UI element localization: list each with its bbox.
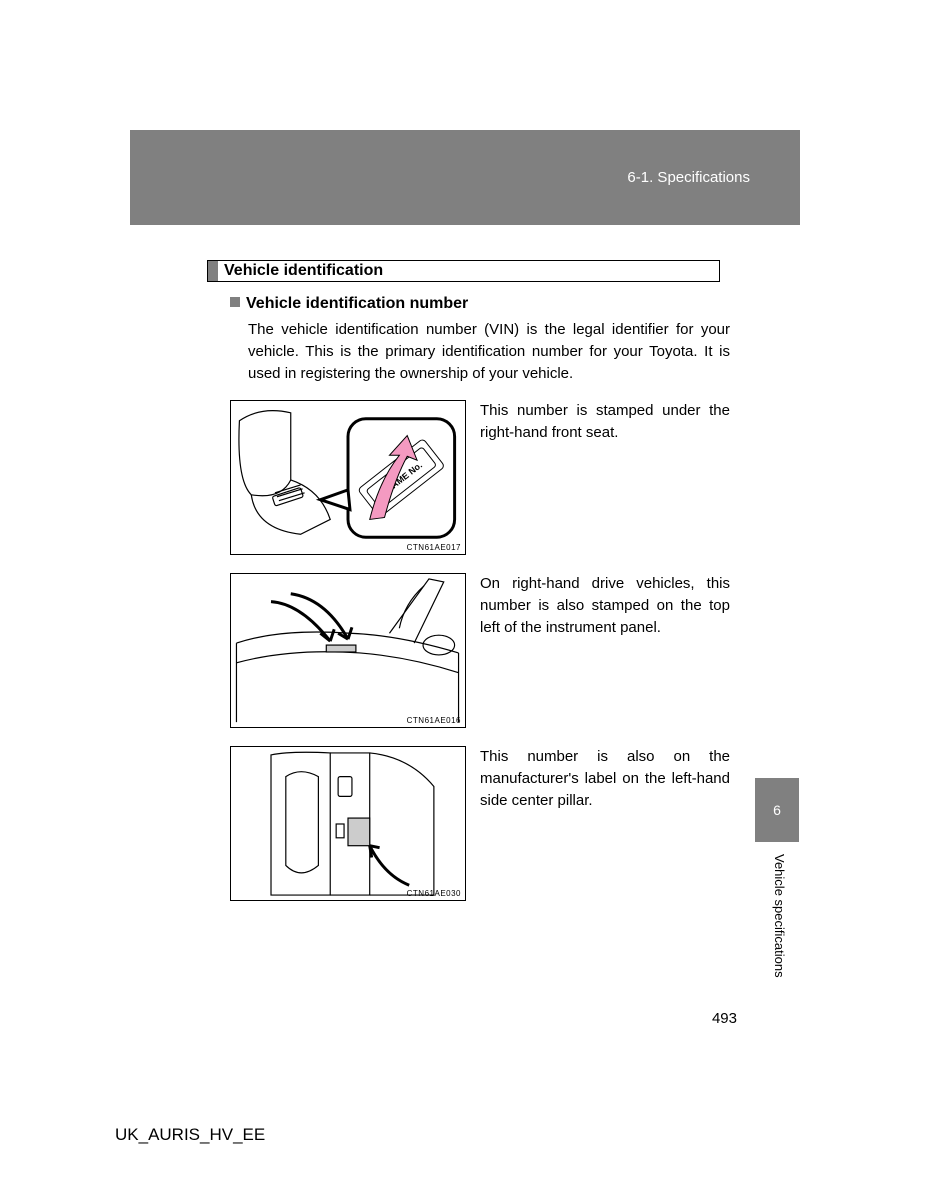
figure-illustration-1: FRAME No. CTN61AE017 bbox=[230, 400, 466, 555]
figure-id: CTN61AE016 bbox=[407, 716, 461, 725]
section-heading-text: Vehicle identification bbox=[224, 262, 383, 280]
content-region: Vehicle identification number The vehicl… bbox=[230, 295, 730, 919]
figure-illustration-2: CTN61AE016 bbox=[230, 573, 466, 728]
intro-paragraph: The vehicle identification number (VIN) … bbox=[248, 319, 730, 384]
chapter-tab-label: Vehicle specifications bbox=[772, 854, 787, 978]
figure-id: CTN61AE017 bbox=[407, 543, 461, 552]
figure-caption: This number is stamped under the right-h… bbox=[480, 400, 730, 444]
figure-illustration-3: CTN61AE030 bbox=[230, 746, 466, 901]
page-number: 493 bbox=[712, 1010, 737, 1027]
chapter-tab: 6 bbox=[755, 778, 799, 842]
section-heading: Vehicle identification bbox=[207, 260, 720, 282]
section-heading-accent bbox=[208, 261, 218, 281]
subsection-title-text: Vehicle identification number bbox=[246, 295, 468, 312]
figure-id: CTN61AE030 bbox=[407, 889, 461, 898]
chapter-label: 6-1. Specifications bbox=[627, 169, 750, 186]
subsection-title: Vehicle identification number bbox=[230, 295, 730, 313]
figure-row: CTN61AE030 This number is also on the ma… bbox=[230, 746, 730, 901]
figure-caption: This number is also on the manufacturer'… bbox=[480, 746, 730, 811]
chapter-header: 6-1. Specifications bbox=[130, 130, 800, 225]
chapter-tab-number: 6 bbox=[773, 802, 781, 818]
figure-row: CTN61AE016 On right-hand drive vehicles,… bbox=[230, 573, 730, 728]
footer-document-code: UK_AURIS_HV_EE bbox=[115, 1125, 265, 1145]
figure-caption: On right-hand drive vehicles, this numbe… bbox=[480, 573, 730, 638]
figure-row: FRAME No. CTN61AE017 This number is stam… bbox=[230, 400, 730, 555]
bullet-square-icon bbox=[230, 297, 240, 307]
